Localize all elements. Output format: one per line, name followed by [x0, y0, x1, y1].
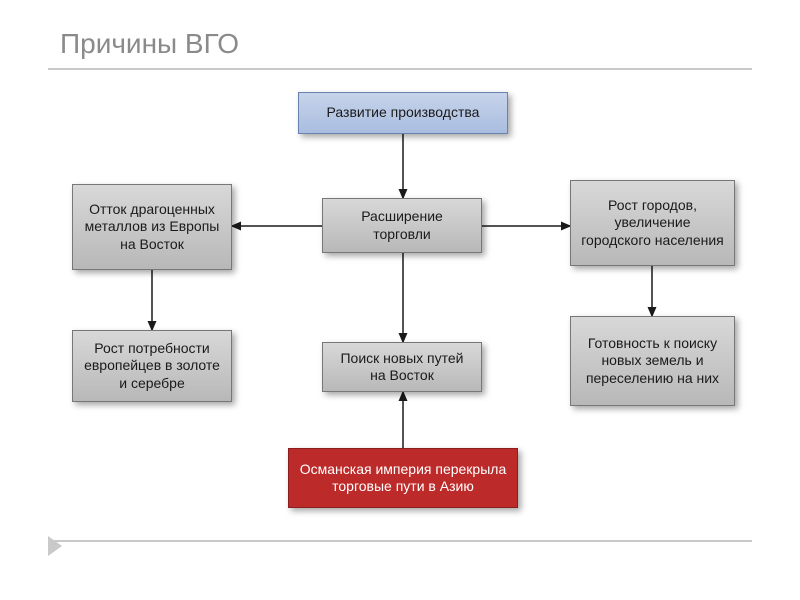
node-label: Расширение торговли	[331, 208, 473, 243]
node-n7: Готовность к поиску новых земель и перес…	[570, 316, 735, 406]
node-n1: Развитие производства	[298, 92, 508, 134]
node-n4: Рост городов, увеличение городского насе…	[570, 180, 735, 266]
page-title: Причины ВГО	[60, 28, 239, 60]
node-n2: Отток драгоценных металлов из Европы на …	[72, 184, 232, 270]
node-n6: Поиск новых путей на Восток	[322, 342, 482, 392]
node-label: Развитие производства	[327, 104, 480, 122]
node-label: Рост потребности европейцев в золоте и с…	[81, 340, 223, 393]
node-label: Отток драгоценных металлов из Европы на …	[81, 201, 223, 254]
node-label: Готовность к поиску новых земель и перес…	[579, 335, 726, 388]
arrow-layer	[0, 0, 800, 600]
bottom-underline	[48, 540, 752, 542]
node-label: Рост городов, увеличение городского насе…	[579, 197, 726, 250]
node-n8: Османская империя перекрыла торговые пут…	[288, 448, 518, 508]
node-n5: Рост потребности европейцев в золоте и с…	[72, 330, 232, 402]
node-label: Поиск новых путей на Восток	[331, 350, 473, 385]
corner-marker-icon	[48, 536, 62, 556]
node-n3: Расширение торговли	[322, 198, 482, 253]
title-underline	[48, 68, 752, 70]
node-label: Османская империя перекрыла торговые пут…	[297, 461, 509, 496]
